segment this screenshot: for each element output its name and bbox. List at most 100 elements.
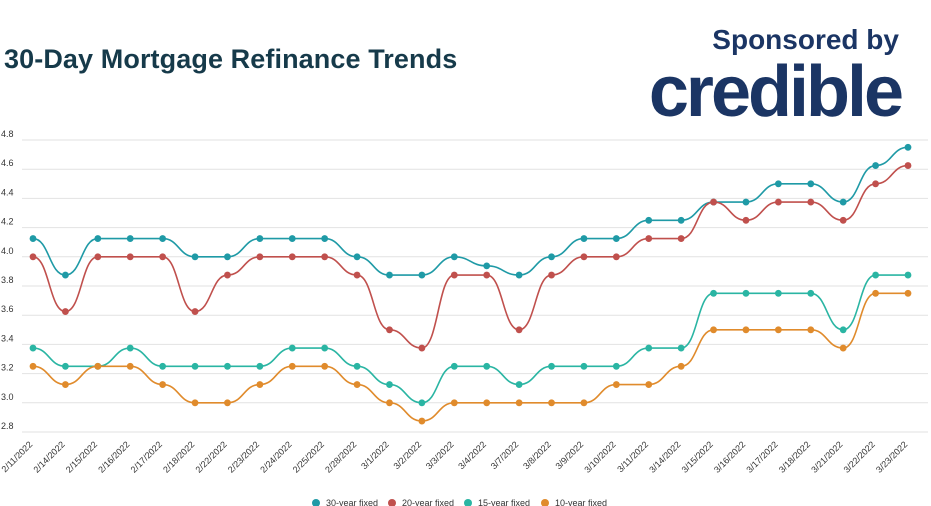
data-point [126, 235, 134, 242]
data-point [612, 253, 620, 261]
data-point [774, 198, 782, 206]
data-point [321, 362, 329, 370]
data-point [353, 271, 361, 279]
data-point [450, 362, 458, 370]
data-point [191, 308, 199, 315]
data-point [872, 271, 879, 279]
data-point [62, 271, 69, 279]
data-point [839, 326, 847, 334]
data-point [904, 289, 912, 297]
data-point [386, 399, 393, 407]
data-point [515, 381, 523, 388]
x-tick-label: 3/21/2022 [809, 439, 844, 474]
y-tick-label: 4.6 [1, 158, 14, 168]
data-point [872, 289, 879, 297]
data-point [677, 362, 685, 370]
data-point [677, 235, 685, 242]
y-tick-label: 3.2 [1, 363, 14, 373]
data-point [353, 362, 361, 370]
data-point [224, 399, 231, 407]
data-point [224, 362, 231, 370]
data-point [580, 362, 588, 370]
x-tick-label: 3/2/2022 [391, 439, 423, 471]
x-tick-label: 3/16/2022 [712, 439, 747, 474]
data-point [872, 180, 879, 188]
data-point [677, 216, 685, 224]
legend-label: 15-year fixed [478, 498, 530, 506]
data-point [483, 362, 491, 370]
data-point [710, 198, 717, 206]
legend-label: 20-year fixed [402, 498, 454, 506]
data-point [548, 399, 555, 407]
data-point [288, 253, 296, 261]
data-point [807, 326, 815, 334]
data-point [904, 162, 912, 169]
data-point [839, 344, 847, 352]
data-point [224, 271, 231, 279]
data-point [256, 235, 264, 242]
data-point [94, 235, 102, 242]
x-tick-label: 3/3/2022 [424, 439, 456, 471]
data-point [418, 271, 426, 279]
data-point [774, 289, 782, 297]
data-point [29, 362, 37, 370]
data-point [645, 235, 653, 242]
data-point [321, 235, 329, 242]
data-point [288, 344, 296, 352]
y-tick-label: 4.2 [1, 217, 14, 227]
data-point [418, 344, 426, 352]
y-tick-label: 4.8 [1, 129, 14, 139]
data-point [191, 253, 199, 261]
data-point [159, 253, 167, 261]
x-tick-label: 2/16/2022 [96, 439, 131, 474]
data-point [256, 362, 264, 370]
data-point [515, 399, 523, 407]
data-point [224, 253, 231, 261]
data-point [580, 399, 588, 407]
data-point [483, 399, 491, 407]
data-point [580, 235, 588, 242]
data-point [807, 180, 815, 188]
data-point [191, 362, 199, 370]
data-point [645, 344, 653, 352]
legend-label: 30-year fixed [326, 498, 378, 506]
x-tick-label: 2/18/2022 [161, 439, 196, 474]
y-tick-label: 4.4 [1, 187, 14, 197]
data-point [450, 399, 458, 407]
x-tick-label: 3/4/2022 [456, 439, 488, 471]
data-point [774, 180, 782, 188]
data-point [677, 344, 685, 352]
data-point [742, 198, 750, 206]
y-tick-label: 3.8 [1, 275, 14, 285]
data-point [353, 381, 361, 388]
data-point [710, 289, 717, 297]
data-point [839, 198, 847, 206]
data-point [126, 362, 134, 370]
data-point [321, 344, 329, 352]
legend-label: 10-year fixed [555, 498, 607, 506]
x-tick-label: 3/23/2022 [874, 439, 909, 474]
data-point [612, 362, 620, 370]
data-point [612, 235, 620, 242]
data-point [548, 271, 555, 279]
legend-marker [312, 499, 320, 506]
data-point [515, 271, 523, 279]
data-point [159, 362, 167, 370]
sponsor-logo: credible [648, 52, 904, 132]
x-tick-label: 3/7/2022 [489, 439, 521, 471]
x-tick-label: 3/14/2022 [647, 439, 682, 474]
y-tick-label: 3.0 [1, 392, 14, 402]
x-tick-label: 2/24/2022 [258, 439, 293, 474]
data-point [29, 235, 37, 242]
data-point [612, 381, 620, 388]
data-point [94, 253, 102, 261]
series-line [32, 274, 908, 404]
data-point [450, 271, 458, 279]
data-point [386, 381, 393, 388]
data-point [62, 308, 69, 315]
x-tick-label: 2/11/2022 [0, 439, 34, 474]
x-tick-label: 3/18/2022 [777, 439, 812, 474]
y-tick-label: 3.6 [1, 304, 14, 314]
data-point [62, 362, 69, 370]
data-point [256, 253, 264, 261]
